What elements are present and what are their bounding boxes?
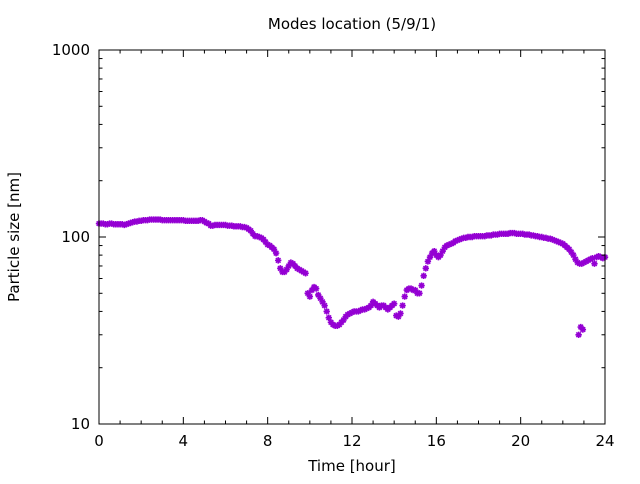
data-point xyxy=(538,233,545,241)
x-tick-label: 16 xyxy=(427,432,446,450)
data-point xyxy=(551,237,558,244)
data-point xyxy=(555,238,562,246)
x-tick-label: 24 xyxy=(595,432,614,450)
data-point xyxy=(270,246,278,253)
data-point xyxy=(412,286,419,294)
data-point xyxy=(304,290,311,297)
data-point xyxy=(553,237,560,245)
data-point xyxy=(323,308,330,315)
data-point xyxy=(325,314,333,321)
data-point xyxy=(283,266,290,273)
y-tick-label: 1000 xyxy=(52,41,90,59)
data-point xyxy=(431,247,438,255)
data-point xyxy=(420,272,427,280)
data-point xyxy=(447,240,455,247)
data-point xyxy=(390,300,398,307)
x-tick-label: 12 xyxy=(342,432,361,450)
y-axis-label: Particle size [nm] xyxy=(5,172,23,302)
y-tick-label: 100 xyxy=(61,228,90,246)
data-point xyxy=(570,251,577,259)
data-point xyxy=(454,237,461,244)
data-point xyxy=(397,310,404,317)
data-point xyxy=(317,295,324,302)
data-point xyxy=(468,233,476,241)
x-tick-label: 4 xyxy=(179,432,189,450)
x-axis-label: Time [hour] xyxy=(307,457,396,475)
data-point xyxy=(534,232,541,240)
y-axis: 10 100 1000 xyxy=(52,41,605,433)
data-point xyxy=(312,285,320,292)
data-point xyxy=(422,265,429,272)
data-point xyxy=(416,290,423,297)
data-point xyxy=(565,246,573,253)
data-point xyxy=(253,232,261,240)
data-point xyxy=(340,316,347,324)
data-point xyxy=(557,239,564,247)
data-point xyxy=(315,291,322,299)
data-point xyxy=(439,247,446,255)
data-points xyxy=(95,216,609,338)
data-point xyxy=(542,234,550,242)
data-point xyxy=(306,293,314,300)
data-point xyxy=(399,302,406,309)
data-point xyxy=(363,305,370,312)
data-point xyxy=(319,298,326,306)
x-tick-label: 20 xyxy=(511,432,530,450)
data-point xyxy=(568,248,575,256)
data-point xyxy=(277,265,284,272)
data-point xyxy=(321,302,328,309)
data-point xyxy=(367,302,375,309)
x-tick-label: 0 xyxy=(94,432,104,450)
y-tick-label: 10 xyxy=(71,415,90,433)
data-point xyxy=(426,253,434,261)
data-point xyxy=(458,235,465,242)
data-point xyxy=(256,233,263,241)
data-point xyxy=(272,249,280,257)
x-axis: 0 4 8 12 16 20 24 xyxy=(94,50,615,450)
data-point xyxy=(445,241,453,248)
data-point xyxy=(575,331,582,338)
data-point xyxy=(579,326,587,333)
data-point xyxy=(456,236,463,243)
data-point xyxy=(452,237,459,245)
x-tick-label: 8 xyxy=(263,432,273,450)
data-point xyxy=(443,242,451,249)
data-point xyxy=(302,270,309,277)
data-point xyxy=(262,238,269,246)
data-point xyxy=(275,257,282,264)
data-point xyxy=(591,260,598,267)
chart-title: Modes location (5/9/1) xyxy=(268,15,436,33)
data-point xyxy=(418,282,425,289)
data-point xyxy=(572,256,579,263)
data-point xyxy=(437,251,444,259)
data-point xyxy=(285,262,292,270)
data-point xyxy=(546,235,554,242)
data-point xyxy=(424,258,432,265)
data-point xyxy=(247,227,254,234)
data-point xyxy=(401,293,408,300)
data-point xyxy=(395,313,402,320)
data-point xyxy=(549,236,556,243)
data-point xyxy=(260,236,267,243)
data-point xyxy=(481,232,489,240)
data-point xyxy=(589,255,596,262)
data-point xyxy=(308,286,316,294)
data-point xyxy=(462,234,470,242)
data-point xyxy=(264,241,271,248)
